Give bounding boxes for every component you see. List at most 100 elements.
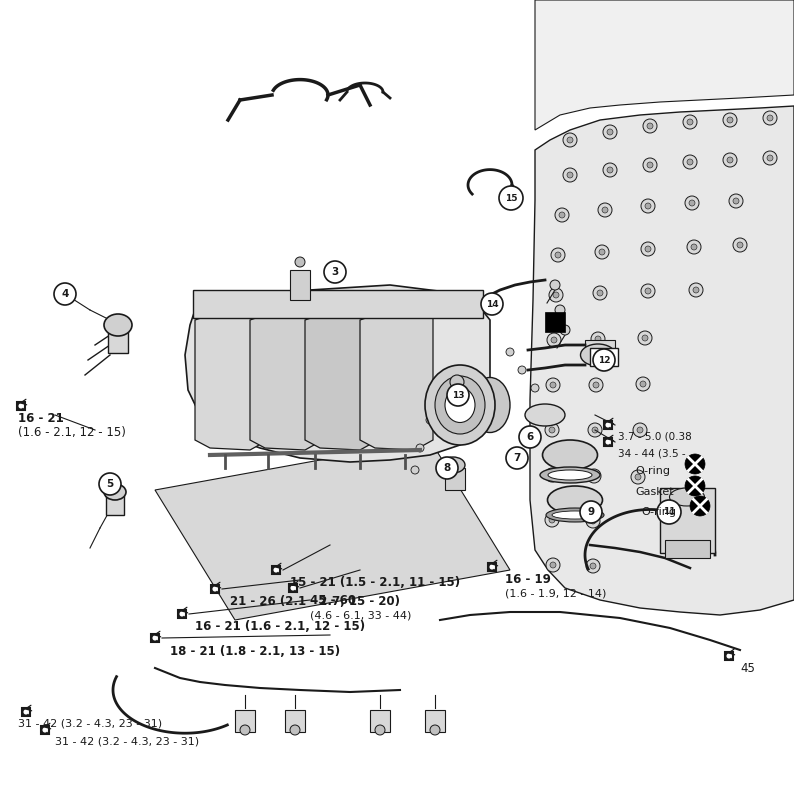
Circle shape (643, 119, 657, 133)
Circle shape (550, 280, 560, 290)
Polygon shape (305, 305, 378, 450)
Ellipse shape (548, 470, 592, 480)
Circle shape (591, 332, 605, 346)
Text: 13: 13 (452, 391, 464, 399)
Circle shape (602, 207, 608, 213)
Circle shape (603, 163, 617, 177)
Circle shape (518, 366, 526, 374)
Bar (193, 290, 483, 318)
Circle shape (723, 153, 737, 167)
Text: 9: 9 (588, 507, 595, 517)
Circle shape (591, 473, 597, 479)
Circle shape (586, 559, 600, 573)
Circle shape (635, 474, 641, 480)
Text: 16 - 19: 16 - 19 (505, 573, 551, 586)
Ellipse shape (435, 376, 485, 434)
Bar (590, 348, 618, 366)
Ellipse shape (104, 484, 126, 500)
Circle shape (560, 325, 570, 335)
Circle shape (595, 336, 601, 342)
Bar (290, 270, 310, 300)
Circle shape (603, 125, 617, 139)
Text: (1.6 - 2.1, 12 - 15): (1.6 - 2.1, 12 - 15) (18, 426, 126, 439)
Circle shape (551, 337, 557, 343)
Bar (425, 710, 445, 732)
Circle shape (729, 194, 743, 208)
Ellipse shape (441, 457, 465, 473)
Bar (370, 710, 390, 732)
Circle shape (549, 517, 555, 523)
Ellipse shape (546, 508, 604, 522)
Ellipse shape (525, 404, 565, 426)
Circle shape (436, 457, 458, 479)
Text: 31 - 42 (3.2 - 4.3, 23 - 31): 31 - 42 (3.2 - 4.3, 23 - 31) (55, 736, 199, 746)
Bar (17, 402, 25, 410)
Text: 14: 14 (486, 300, 499, 308)
Ellipse shape (104, 314, 132, 336)
Circle shape (549, 427, 555, 433)
Circle shape (506, 348, 514, 356)
Ellipse shape (470, 378, 510, 433)
Circle shape (555, 252, 561, 258)
Bar (660, 488, 715, 553)
Circle shape (545, 513, 559, 527)
Circle shape (295, 257, 305, 267)
Bar (178, 610, 187, 618)
Bar (603, 438, 612, 446)
Ellipse shape (669, 488, 704, 506)
Circle shape (607, 167, 613, 173)
Text: 16 - 21 (1.6 - 2.1, 12 - 15): 16 - 21 (1.6 - 2.1, 12 - 15) (195, 620, 365, 633)
Circle shape (637, 427, 643, 433)
Ellipse shape (445, 387, 475, 422)
Bar (488, 563, 496, 571)
Circle shape (519, 426, 541, 448)
Text: 45: 45 (740, 662, 755, 675)
Circle shape (643, 158, 657, 172)
Circle shape (647, 123, 653, 129)
Bar (585, 340, 615, 360)
Text: 18 - 21 (1.8 - 2.1, 13 - 15): 18 - 21 (1.8 - 2.1, 13 - 15) (170, 645, 340, 658)
Circle shape (733, 198, 739, 204)
Text: 3.7 - 5.0 (0.38: 3.7 - 5.0 (0.38 (618, 431, 692, 441)
Circle shape (99, 473, 121, 495)
Circle shape (693, 287, 699, 293)
Text: 12: 12 (598, 355, 611, 364)
Polygon shape (185, 285, 490, 462)
Text: 8: 8 (443, 463, 451, 473)
Circle shape (499, 186, 523, 210)
Circle shape (727, 117, 733, 123)
Circle shape (685, 196, 699, 210)
Circle shape (685, 476, 705, 496)
Circle shape (633, 423, 647, 437)
Circle shape (555, 305, 565, 315)
Circle shape (595, 245, 609, 259)
Circle shape (687, 159, 693, 165)
Circle shape (587, 469, 601, 483)
Circle shape (599, 249, 605, 255)
Text: 3: 3 (331, 267, 338, 277)
Circle shape (545, 468, 559, 482)
Circle shape (531, 384, 539, 392)
Circle shape (691, 244, 697, 250)
Circle shape (737, 242, 743, 248)
Circle shape (593, 286, 607, 300)
Circle shape (375, 725, 385, 735)
Circle shape (590, 518, 596, 524)
Text: 6: 6 (526, 432, 534, 442)
Circle shape (550, 562, 556, 568)
Text: (1.6 - 1.9, 12 - 14): (1.6 - 1.9, 12 - 14) (505, 588, 607, 598)
Circle shape (430, 725, 440, 735)
Polygon shape (360, 305, 433, 450)
Polygon shape (195, 305, 268, 450)
Circle shape (549, 288, 563, 302)
Circle shape (645, 288, 651, 294)
Text: O-ring: O-ring (635, 466, 670, 476)
Ellipse shape (552, 511, 598, 519)
Text: 5: 5 (106, 479, 114, 489)
Circle shape (607, 129, 613, 135)
Text: 15 - 21 (1.5 - 2.1, 11 - 15): 15 - 21 (1.5 - 2.1, 11 - 15) (290, 576, 461, 589)
Circle shape (590, 563, 596, 569)
Ellipse shape (542, 440, 598, 470)
Bar (151, 634, 160, 642)
Circle shape (426, 416, 434, 424)
